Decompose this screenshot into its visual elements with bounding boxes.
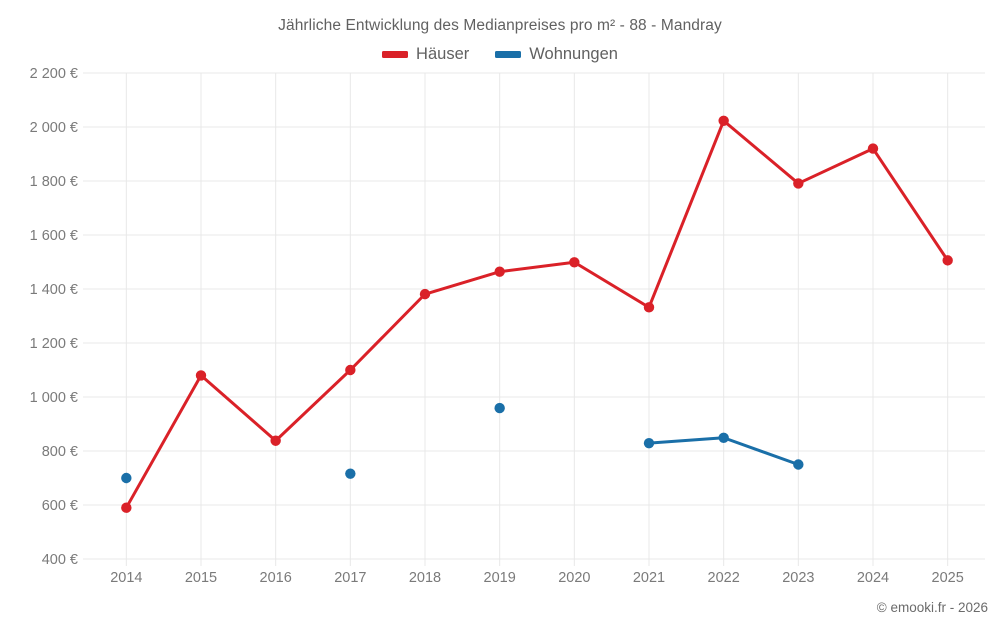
- y-tick-label: 1 200 €: [30, 336, 78, 352]
- data-point[interactable]: [121, 472, 132, 484]
- y-tick-label: 1 400 €: [30, 282, 78, 298]
- y-axis-labels: 2 200 € 2 000 € 1 800 € 1 600 € 1 400 € 1 200…: [30, 66, 89, 568]
- data-point[interactable]: [345, 468, 356, 479]
- x-tick-label: 2017: [334, 570, 366, 586]
- page-title: Jährliche Entwicklung des Medianpreises …: [278, 17, 722, 34]
- y-tick-label: 800 €: [42, 444, 78, 460]
- data-point[interactable]: [867, 143, 879, 154]
- data-point[interactable]: [643, 302, 655, 313]
- data-point[interactable]: [121, 502, 132, 513]
- x-tick-label: 2023: [782, 570, 814, 586]
- y-tick-label: 2 200 €: [30, 66, 78, 82]
- data-point[interactable]: [643, 437, 655, 449]
- data-point[interactable]: [569, 257, 580, 268]
- data-point[interactable]: [345, 364, 356, 376]
- x-tick-label: 2020: [558, 570, 590, 586]
- data-point[interactable]: [419, 288, 431, 300]
- y-tick-label: 600 €: [42, 498, 78, 514]
- y-tick-label: 1 600 €: [30, 228, 78, 244]
- legend-item-hauser[interactable]: Häuser: [382, 45, 469, 64]
- x-tick-label: 2019: [484, 570, 516, 586]
- legend-label-wohnungen: Wohnungen: [529, 45, 618, 63]
- x-tick-label: 2022: [708, 570, 740, 586]
- credit-label: © emooki.fr - 2026: [876, 600, 988, 615]
- x-tick-label: 2015: [185, 570, 217, 586]
- y-tick-label: 1 800 €: [30, 174, 78, 190]
- y-tick-label: 2 000 €: [30, 120, 78, 136]
- series-points: [121, 115, 953, 513]
- x-tick-label: 2018: [409, 570, 441, 586]
- data-point[interactable]: [494, 266, 505, 277]
- data-point[interactable]: [718, 115, 729, 126]
- x-tick-label: 2025: [932, 570, 964, 586]
- x-axis-labels: 2014 2015 2016 2017 2018 2019 2020 2021 2022 2023…: [110, 570, 964, 586]
- legend-swatch-wohnungen: [495, 51, 522, 58]
- x-tick-label: 2016: [260, 570, 292, 586]
- legend-swatch-hauser: [382, 51, 409, 58]
- y-tick-label: 1 000 €: [30, 390, 78, 406]
- chart-legend: Häuser Wohnungen: [0, 45, 1000, 64]
- data-point[interactable]: [494, 402, 505, 414]
- x-gridlines: [125, 73, 949, 566]
- data-point[interactable]: [942, 255, 953, 266]
- legend-label-hauser: Häuser: [416, 45, 470, 63]
- data-point[interactable]: [195, 370, 207, 381]
- data-point[interactable]: [718, 432, 729, 443]
- x-tick-label: 2014: [110, 570, 142, 586]
- series-lines: [124, 119, 950, 510]
- data-point[interactable]: [793, 459, 804, 470]
- gridlines: [89, 72, 985, 560]
- data-point[interactable]: [793, 178, 804, 189]
- y-tick-label: 400 €: [42, 552, 78, 568]
- data-point[interactable]: [270, 435, 281, 446]
- x-tick-label: 2024: [857, 570, 889, 586]
- series-line: [124, 119, 950, 510]
- x-tick-label: 2021: [633, 570, 665, 586]
- legend-item-wohnungen[interactable]: Wohnungen: [495, 45, 618, 64]
